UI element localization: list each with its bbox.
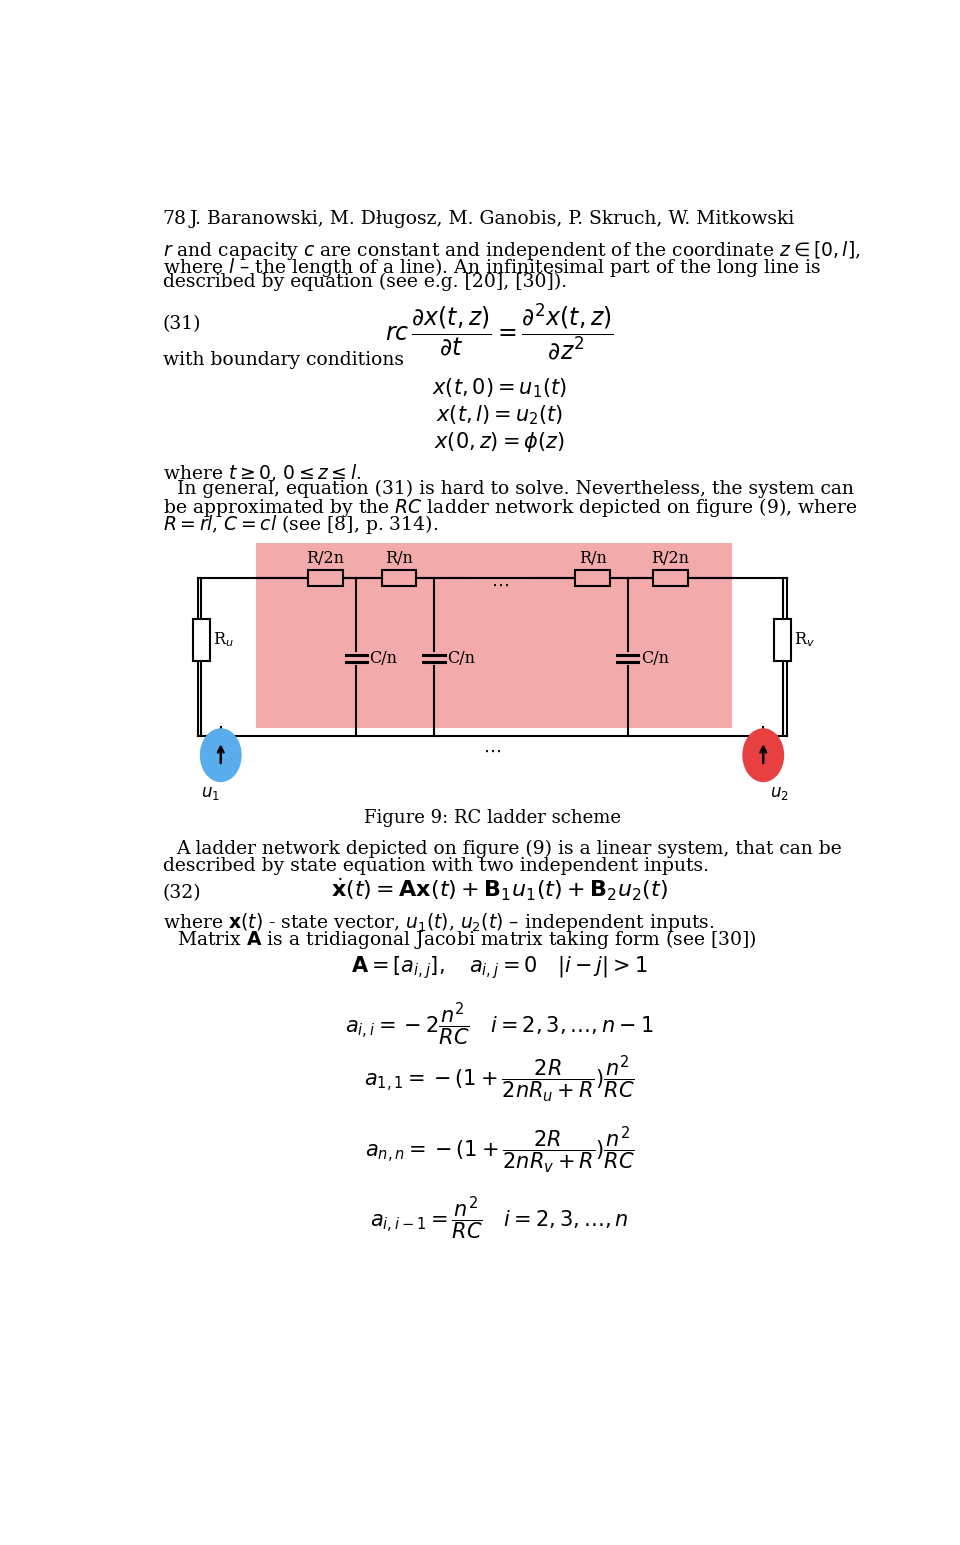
Text: $R = rl$, $C = cl$ (see [8], p. 314).: $R = rl$, $C = cl$ (see [8], p. 314).	[162, 513, 438, 536]
Ellipse shape	[200, 728, 242, 782]
Text: $a_{1,1} = -(1 + \dfrac{2R}{2nR_u + R})\dfrac{n^2}{RC}$: $a_{1,1} = -(1 + \dfrac{2R}{2nR_u + R})\…	[365, 1054, 636, 1105]
Text: $a_{i,i} = -2\dfrac{n^2}{RC} \quad i = 2,3,\ldots,n-1$: $a_{i,i} = -2\dfrac{n^2}{RC} \quad i = 2…	[346, 1000, 654, 1048]
Text: described by equation (see e.g. [20], [30]).: described by equation (see e.g. [20], [3…	[162, 273, 566, 292]
Bar	[774, 618, 791, 661]
Text: R$_v$: R$_v$	[794, 630, 815, 649]
Text: $\mathbf{A} = [a_{i,j}], \quad a_{i,j} = 0 \quad |i-j| > 1$: $\mathbf{A} = [a_{i,j}], \quad a_{i,j} =…	[351, 953, 648, 981]
Text: where $t \geq 0$, $0 \leq z \leq l$.: where $t \geq 0$, $0 \leq z \leq l$.	[162, 462, 361, 484]
Text: J. Baranowski, M. Długosz, M. Ganobis, P. Skruch, W. Mitkowski: J. Baranowski, M. Długosz, M. Ganobis, P…	[189, 210, 795, 229]
Text: $a_{n,n} = -(1 + \dfrac{2R}{2nR_v + R})\dfrac{n^2}{RC}$: $a_{n,n} = -(1 + \dfrac{2R}{2nR_v + R})\…	[365, 1125, 635, 1176]
Bar	[575, 570, 611, 586]
Text: $r$ and capacity $c$ are constant and independent of the coordinate $z \in [0, l: $r$ and capacity $c$ are constant and in…	[162, 239, 860, 263]
Text: $x(t,l) = u_2(t)$: $x(t,l) = u_2(t)$	[436, 403, 564, 426]
Bar	[653, 570, 687, 586]
Text: 78: 78	[162, 210, 186, 229]
Text: with boundary conditions: with boundary conditions	[162, 351, 403, 369]
Text: $a_{i,i-1} = \dfrac{n^2}{RC} \quad i = 2,3,\ldots,n$: $a_{i,i-1} = \dfrac{n^2}{RC} \quad i = 2…	[371, 1194, 629, 1242]
Bar	[308, 570, 343, 586]
Text: C/n: C/n	[447, 650, 475, 667]
Text: R/2n: R/2n	[306, 550, 345, 567]
Text: where $\mathbf{x}(t)$ - state vector, $u_1(t)$, $u_2(t)$ – independent inputs.: where $\mathbf{x}(t)$ - state vector, $u…	[162, 910, 714, 933]
Text: (32): (32)	[162, 884, 202, 902]
Text: $u_2$: $u_2$	[770, 785, 789, 802]
Text: $u_1$: $u_1$	[202, 785, 220, 802]
Text: $\cdots$: $\cdots$	[491, 576, 509, 593]
Bar	[193, 618, 210, 661]
Text: C/n: C/n	[641, 650, 669, 667]
Text: R$_u$: R$_u$	[213, 630, 233, 649]
Text: R/n: R/n	[579, 550, 607, 567]
Text: C/n: C/n	[370, 650, 397, 667]
Text: Figure 9: RC ladder scheme: Figure 9: RC ladder scheme	[364, 810, 620, 827]
Text: Matrix $\mathbf{A}$ is a tridiagonal Jacobi matrix taking form (see [30]): Matrix $\mathbf{A}$ is a tridiagonal Jac…	[177, 929, 756, 952]
Text: $x(0,z) = \phi(z)$: $x(0,z) = \phi(z)$	[434, 430, 565, 454]
Text: $x(t,0) = u_1(t)$: $x(t,0) = u_1(t)$	[432, 377, 567, 400]
Text: $rc\,\dfrac{\partial x(t,z)}{\partial t} = \dfrac{\partial^2 x(t,z)}{\partial z^: $rc\,\dfrac{\partial x(t,z)}{\partial t}…	[385, 301, 614, 362]
Text: (31): (31)	[162, 315, 202, 332]
Text: R/n: R/n	[385, 550, 413, 567]
Text: $\dot{\mathbf{x}}(t) = \mathbf{A}\mathbf{x}(t) + \mathbf{B}_1 u_1(t) + \mathbf{B: $\dot{\mathbf{x}}(t) = \mathbf{A}\mathbf…	[331, 876, 668, 902]
Text: In general, equation (31) is hard to solve. Nevertheless, the system can: In general, equation (31) is hard to sol…	[177, 479, 853, 497]
Text: $\cdots$: $\cdots$	[483, 742, 501, 760]
Text: A ladder network depicted on figure (9) is a linear system, that can be: A ladder network depicted on figure (9) …	[177, 840, 842, 857]
Text: R/2n: R/2n	[651, 550, 689, 567]
Text: described by state equation with two independent inputs.: described by state equation with two ind…	[162, 857, 708, 874]
Bar	[381, 570, 417, 586]
Bar	[255, 544, 732, 728]
Ellipse shape	[742, 728, 784, 782]
Text: where $l$ – the length of a line). An infinitesimal part of the long line is: where $l$ – the length of a line). An in…	[162, 256, 821, 280]
Text: be approximated by the $RC$ ladder network depicted on figure (9), where: be approximated by the $RC$ ladder netwo…	[162, 496, 857, 519]
